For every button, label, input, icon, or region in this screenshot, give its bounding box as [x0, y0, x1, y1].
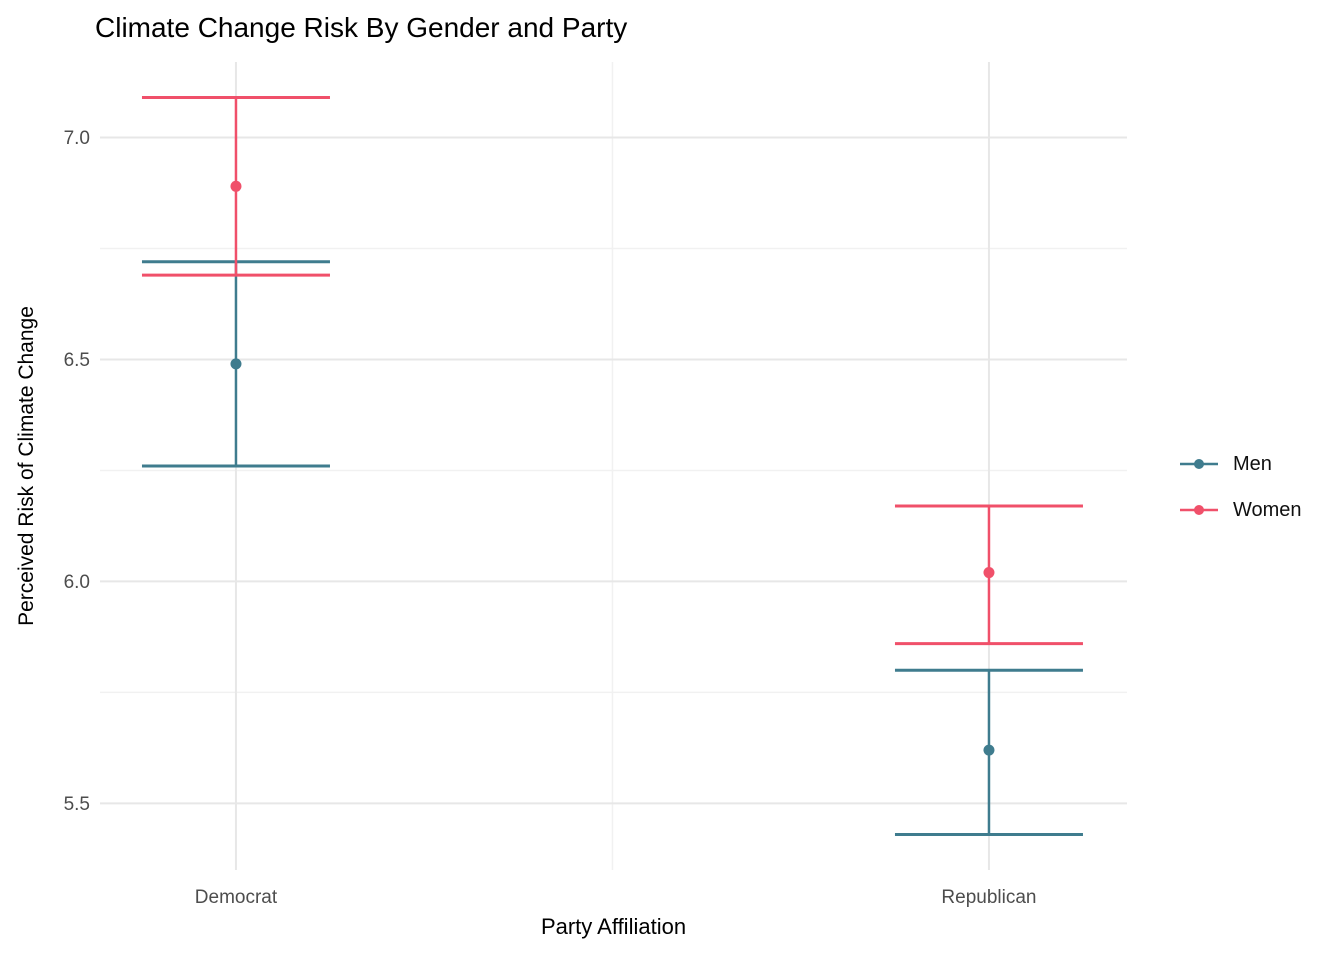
legend-item-women: Women	[1179, 487, 1302, 533]
y-tick-label: 5.5	[64, 794, 90, 815]
legend-item-men: Men	[1179, 441, 1302, 487]
y-tick-label: 6.0	[64, 572, 90, 593]
x-tick-label: Democrat	[195, 887, 278, 908]
point-women-republican	[983, 567, 995, 579]
point-women-democrat	[230, 180, 242, 192]
point-men-democrat	[230, 358, 242, 370]
point-men-republican	[983, 744, 995, 756]
y-tick-label: 7.0	[64, 128, 90, 149]
x-tick-label: Republican	[941, 887, 1036, 908]
x-axis-title: Party Affiliation	[540, 914, 687, 939]
legend-label-men: Men	[1233, 452, 1272, 475]
y-tick-label: 6.5	[64, 350, 90, 371]
legend: Men Women	[1179, 441, 1302, 533]
chart-title: Climate Change Risk By Gender and Party	[95, 12, 628, 43]
legend-key-women-icon	[1180, 505, 1218, 515]
legend-label-women: Women	[1233, 498, 1302, 521]
legend-key-men-icon	[1180, 459, 1218, 469]
